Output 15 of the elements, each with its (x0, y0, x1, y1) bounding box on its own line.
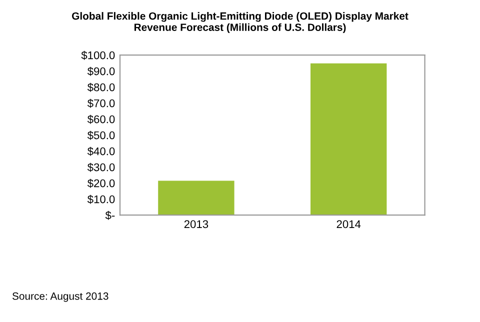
chart-title: Global Flexible Organic Light-Emitting Diode (OLED) Display Market Revenue Forecast (Millions of U.S. Dollars) (72, 12, 408, 34)
y-tick-label: $90.0 (87, 66, 115, 76)
y-tick-label: $- (105, 210, 115, 220)
y-tick-label: $30.0 (87, 162, 115, 172)
y-tick-label: $100.0 (81, 50, 115, 60)
y-tick-label: $70.0 (87, 98, 115, 108)
y-tick-label: $20.0 (87, 178, 115, 188)
y-tick-label: $50.0 (87, 130, 115, 140)
y-tick-label: $60.0 (87, 114, 115, 124)
x-tick-label: 2014 (336, 220, 361, 228)
source-note: Source: August 2013 (12, 292, 108, 302)
y-tick-label: $10.0 (87, 194, 115, 204)
y-tick-label: $40.0 (87, 146, 115, 156)
x-tick-label: 2013 (184, 220, 208, 228)
y-tick-label: $80.0 (87, 82, 115, 92)
